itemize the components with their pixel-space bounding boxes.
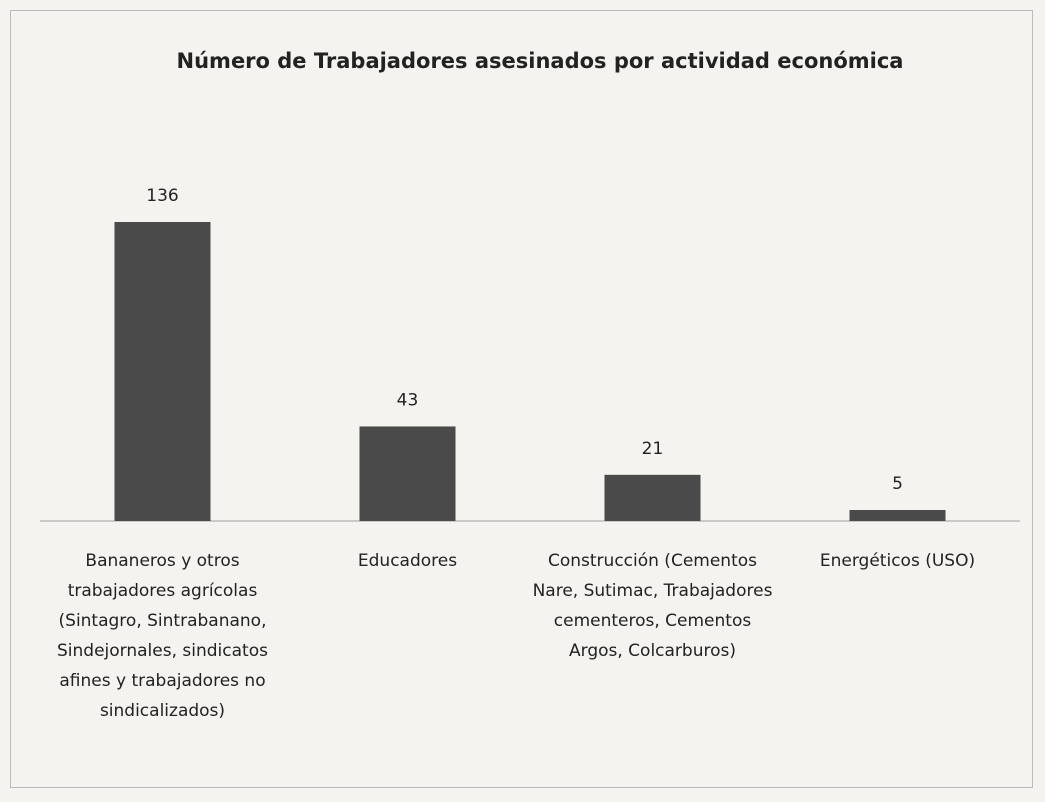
chart-frame bbox=[10, 10, 1033, 788]
x-tick-label: Construcción (Cementos Nare, Sutimac, Tr… bbox=[532, 551, 773, 661]
x-tick-label: Energéticos (USO) bbox=[819, 551, 976, 571]
x-tick-label: Bananeros y otros trabajadores agrícolas… bbox=[57, 551, 268, 721]
chart-title: Número de Trabajadores asesinados por ac… bbox=[177, 49, 904, 73]
data-label: 21 bbox=[642, 439, 664, 459]
bar bbox=[359, 426, 456, 521]
x-tick-label: Educadores bbox=[357, 551, 458, 571]
data-label: 136 bbox=[146, 186, 178, 206]
data-label: 43 bbox=[397, 390, 419, 410]
bar bbox=[849, 510, 946, 521]
bar bbox=[114, 222, 211, 521]
bar bbox=[604, 474, 701, 521]
data-label: 5 bbox=[892, 474, 903, 494]
